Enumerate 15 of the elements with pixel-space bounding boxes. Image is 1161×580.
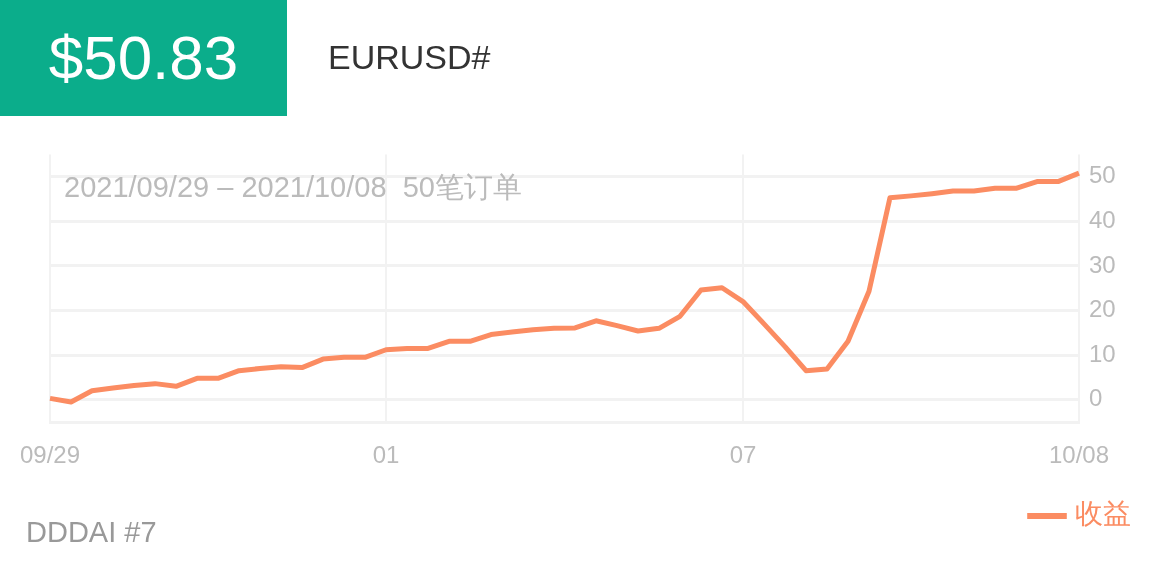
- y-tick-label: 10: [1089, 339, 1116, 367]
- y-tick-label: 20: [1089, 295, 1116, 323]
- legend-label: 收益: [1075, 497, 1131, 531]
- chart-title: $50.83: [0, 0, 287, 116]
- chart-subtitle: EURUSD#: [328, 38, 491, 77]
- x-tick-label: 07: [729, 441, 757, 469]
- annotation: 2021/09/29 – 2021/10/08 50笔订单: [64, 170, 522, 205]
- y-tick-label: 30: [1089, 250, 1116, 278]
- x-tick-label: 09/29: [20, 441, 81, 469]
- y-tick-label: 0: [1089, 384, 1103, 412]
- y-tick-label: 50: [1089, 161, 1116, 189]
- y-tick-label: 40: [1089, 205, 1116, 233]
- x-tick-label: 01: [372, 441, 400, 469]
- text: DDDAI #7: [26, 516, 157, 549]
- x-tick-label: 10/08: [1048, 441, 1110, 469]
